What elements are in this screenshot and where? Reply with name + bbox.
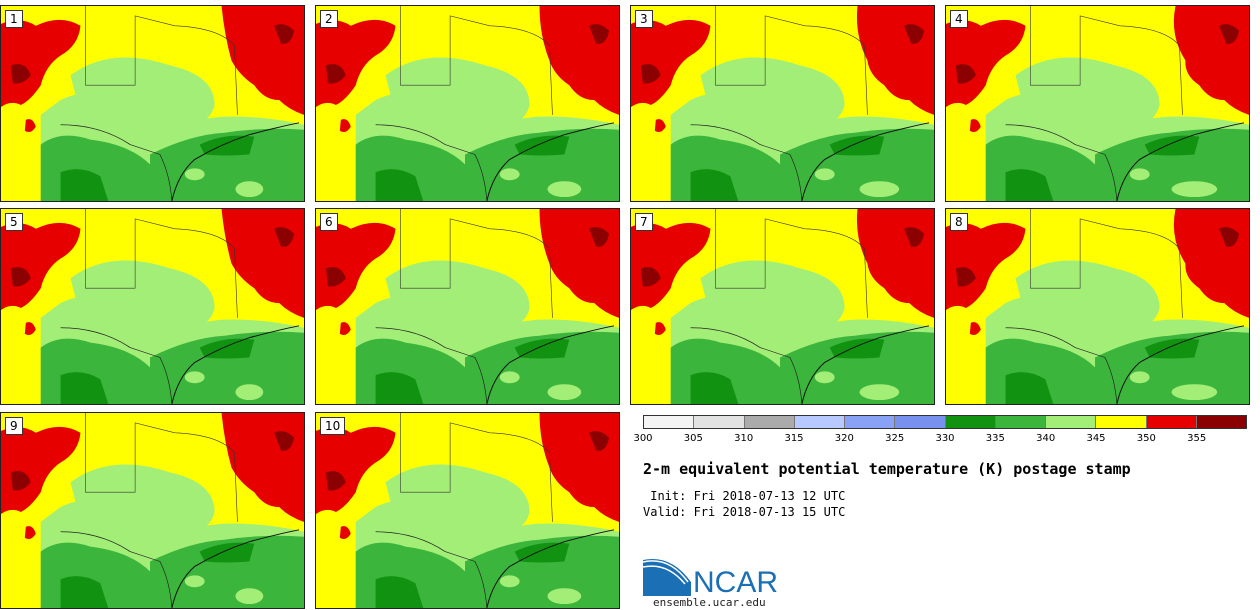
ensemble-member-panel-1: 1 (0, 5, 305, 202)
figure-title: 2-m equivalent potential temperature (K)… (643, 460, 1131, 478)
ensemble-member-panel-7: 7 (630, 208, 935, 405)
legend-tick-label: 335 (985, 433, 1005, 444)
ensemble-member-panel-9: 9 (0, 412, 305, 609)
legend-swatch (895, 416, 946, 428)
member-number-label: 5 (5, 213, 23, 231)
ncar-logo-text: NCAR (693, 566, 778, 596)
member-number-label: 10 (320, 417, 346, 435)
ensemble-member-panel-4: 4 (945, 5, 1250, 202)
member-number-label: 8 (950, 213, 968, 231)
ensemble-member-panel-6: 6 (315, 208, 620, 405)
ensemble-member-panel-2: 2 (315, 5, 620, 202)
legend-swatch (694, 416, 745, 428)
legend-tick-label: 325 (885, 433, 905, 444)
ensemble-member-panel-10: 10 (315, 412, 620, 609)
ensemble-member-panel-5: 5 (0, 208, 305, 405)
legend-swatch (995, 416, 1046, 428)
legend-tick-label: 350 (1136, 433, 1156, 444)
legend-tick-label: 340 (1036, 433, 1056, 444)
legend-swatch (644, 416, 695, 428)
legend-swatch (1046, 416, 1097, 428)
member-number-label: 7 (635, 213, 653, 231)
member-number-label: 9 (5, 417, 23, 435)
legend-tick-label: 320 (834, 433, 854, 444)
legend-swatch (794, 416, 845, 428)
legend-swatch (1096, 416, 1147, 428)
legend-swatch (1196, 416, 1246, 428)
member-number-label: 1 (5, 10, 23, 28)
legend-tick-label: 355 (1187, 433, 1207, 444)
legend-swatch (744, 416, 795, 428)
valid-time: Valid: Fri 2018-07-13 15 UTC (643, 505, 846, 519)
logo-url: ensemble.ucar.edu (653, 596, 766, 609)
ncar-logo: NCAR (642, 558, 778, 596)
legend-swatch (845, 416, 896, 428)
member-number-label: 3 (635, 10, 653, 28)
member-number-label: 4 (950, 10, 968, 28)
legend-tick-label: 345 (1086, 433, 1106, 444)
legend-swatch (1146, 416, 1197, 428)
legend-tick-label: 305 (683, 433, 703, 444)
legend-tick-label: 310 (734, 433, 754, 444)
member-number-label: 6 (320, 213, 338, 231)
legend-swatch (945, 416, 996, 428)
color-legend-bar (643, 415, 1247, 429)
member-number-label: 2 (320, 10, 338, 28)
legend-tick-label: 300 (633, 433, 653, 444)
legend-tick-label: 330 (935, 433, 955, 444)
ensemble-member-panel-8: 8 (945, 208, 1250, 405)
init-time: Init: Fri 2018-07-13 12 UTC (643, 489, 846, 503)
legend-tick-label: 315 (784, 433, 804, 444)
ensemble-member-panel-3: 3 (630, 5, 935, 202)
